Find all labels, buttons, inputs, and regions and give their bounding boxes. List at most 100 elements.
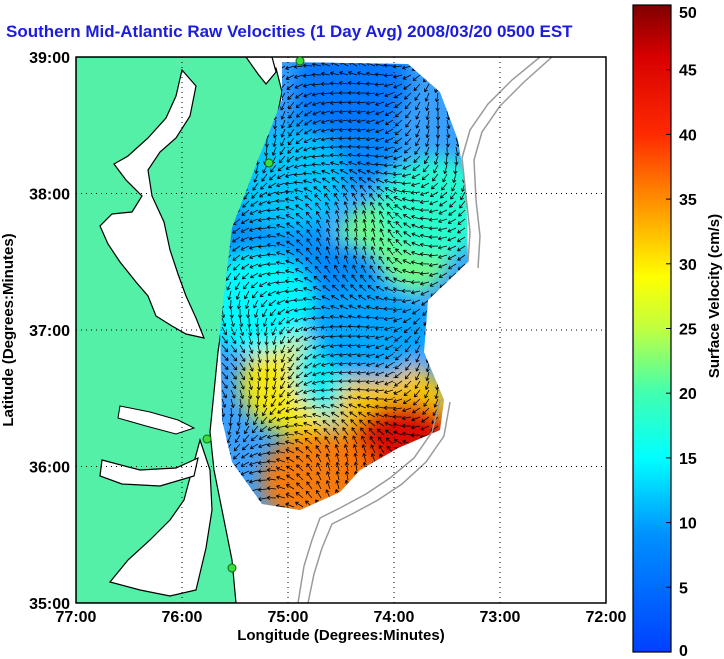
velocity-arrow <box>303 335 313 341</box>
velocity-arrow <box>305 446 313 454</box>
velocity-arrow <box>330 411 340 418</box>
velocity-arrow <box>258 443 268 449</box>
velocity-arrow <box>428 253 439 258</box>
velocity-arrow <box>340 294 349 301</box>
velocity-arrow <box>260 299 268 308</box>
velocity-arrow <box>383 413 394 418</box>
velocity-arrow <box>334 201 340 211</box>
velocity-arrow <box>311 306 322 311</box>
velocity-arrow <box>312 110 322 116</box>
velocity-arrow <box>402 164 412 170</box>
velocity-arrow <box>242 200 250 208</box>
velocity-arrow <box>320 379 331 385</box>
velocity-arrow <box>375 371 385 377</box>
velocity-arrow <box>419 199 430 205</box>
velocity-arrow <box>272 371 277 382</box>
velocity-arrow <box>394 119 403 127</box>
velocity-arrow <box>312 128 322 134</box>
velocity-arrow <box>394 137 403 144</box>
velocity-arrow <box>280 353 286 363</box>
velocity-arrow <box>321 110 331 115</box>
velocity-arrow <box>339 304 349 310</box>
velocity-arrow <box>257 235 268 240</box>
velocity-arrow <box>384 389 394 394</box>
velocity-arrow <box>320 388 331 393</box>
velocity-arrow <box>366 169 376 175</box>
velocity-arrow <box>303 137 313 143</box>
velocity-arrow <box>447 245 457 251</box>
velocity-arrow <box>286 398 295 405</box>
velocity-arrow <box>232 236 241 243</box>
velocity-arrow <box>347 144 358 149</box>
velocity-arrow <box>339 403 349 409</box>
velocity-arrow <box>221 398 227 408</box>
velocity-arrow <box>338 136 349 141</box>
velocity-arrow <box>405 128 412 137</box>
velocity-arrow <box>343 444 349 454</box>
velocity-arrow <box>311 162 322 167</box>
velocity-arrow <box>294 83 304 89</box>
velocity-arrow <box>257 244 268 249</box>
velocity-arrow <box>359 419 367 427</box>
velocity-arrow <box>311 396 322 402</box>
velocity-arrow <box>249 452 259 458</box>
velocity-arrow <box>421 299 430 306</box>
velocity-arrow <box>392 64 403 69</box>
velocity-arrow <box>434 92 440 103</box>
velocity-arrow <box>288 119 295 128</box>
velocity-arrow <box>323 428 331 436</box>
velocity-arrow <box>285 205 295 211</box>
velocity-arrow <box>393 146 403 153</box>
velocity-arrow <box>338 314 349 319</box>
velocity-arrow <box>386 203 394 211</box>
velocity-arrow <box>432 173 439 182</box>
velocity-arrow <box>325 480 331 490</box>
velocity-arrow <box>344 245 349 256</box>
velocity-arrow <box>362 210 367 220</box>
velocity-arrow <box>419 242 430 247</box>
velocity-arrow <box>366 119 376 124</box>
velocity-arrow <box>227 425 232 435</box>
velocity-arrow <box>244 416 250 426</box>
velocity-arrow <box>245 299 250 309</box>
velocity-arrow <box>411 299 421 305</box>
y-axis-ticks: 35:00 36:00 37:00 38:00 39:00 <box>29 50 70 613</box>
velocity-arrow <box>353 236 359 247</box>
velocity-arrow <box>303 286 313 292</box>
velocity-arrow <box>321 412 331 418</box>
velocity-arrow <box>356 362 367 367</box>
velocity-arrow <box>331 177 340 184</box>
velocity-arrow <box>429 191 439 198</box>
velocity-arrow <box>316 471 322 481</box>
velocity-arrow <box>312 178 322 184</box>
y-tick-label: 36:00 <box>29 460 70 477</box>
velocity-arrow <box>414 92 421 101</box>
velocity-arrow <box>424 389 430 399</box>
velocity-arrow <box>248 326 253 337</box>
velocity-arrow <box>258 281 268 287</box>
velocity-arrow <box>434 389 439 400</box>
velocity-arrow <box>401 431 412 436</box>
velocity-arrow <box>303 101 313 107</box>
velocity-arrow <box>312 380 322 385</box>
velocity-arrow <box>357 294 367 301</box>
velocity-arrow <box>229 308 234 319</box>
velocity-arrow <box>264 137 269 148</box>
velocity-arrow <box>335 479 340 490</box>
velocity-arrow <box>278 317 286 325</box>
velocity-arrow <box>433 164 439 174</box>
velocity-arrow <box>284 197 295 202</box>
velocity-arrow <box>433 398 439 408</box>
velocity-arrow <box>285 483 295 490</box>
velocity-arrow <box>439 191 448 199</box>
velocity-arrow <box>446 119 451 130</box>
colorbar-tick-label: 30 <box>679 257 697 274</box>
velocity-arrow <box>240 254 250 260</box>
velocity-arrow <box>230 335 237 344</box>
velocity-arrow <box>338 343 349 348</box>
velocity-arrow <box>338 395 349 400</box>
velocity-arrow <box>419 261 430 266</box>
velocity-arrow <box>404 137 412 146</box>
velocity-arrow <box>276 223 286 229</box>
velocity-arrow <box>356 144 367 150</box>
